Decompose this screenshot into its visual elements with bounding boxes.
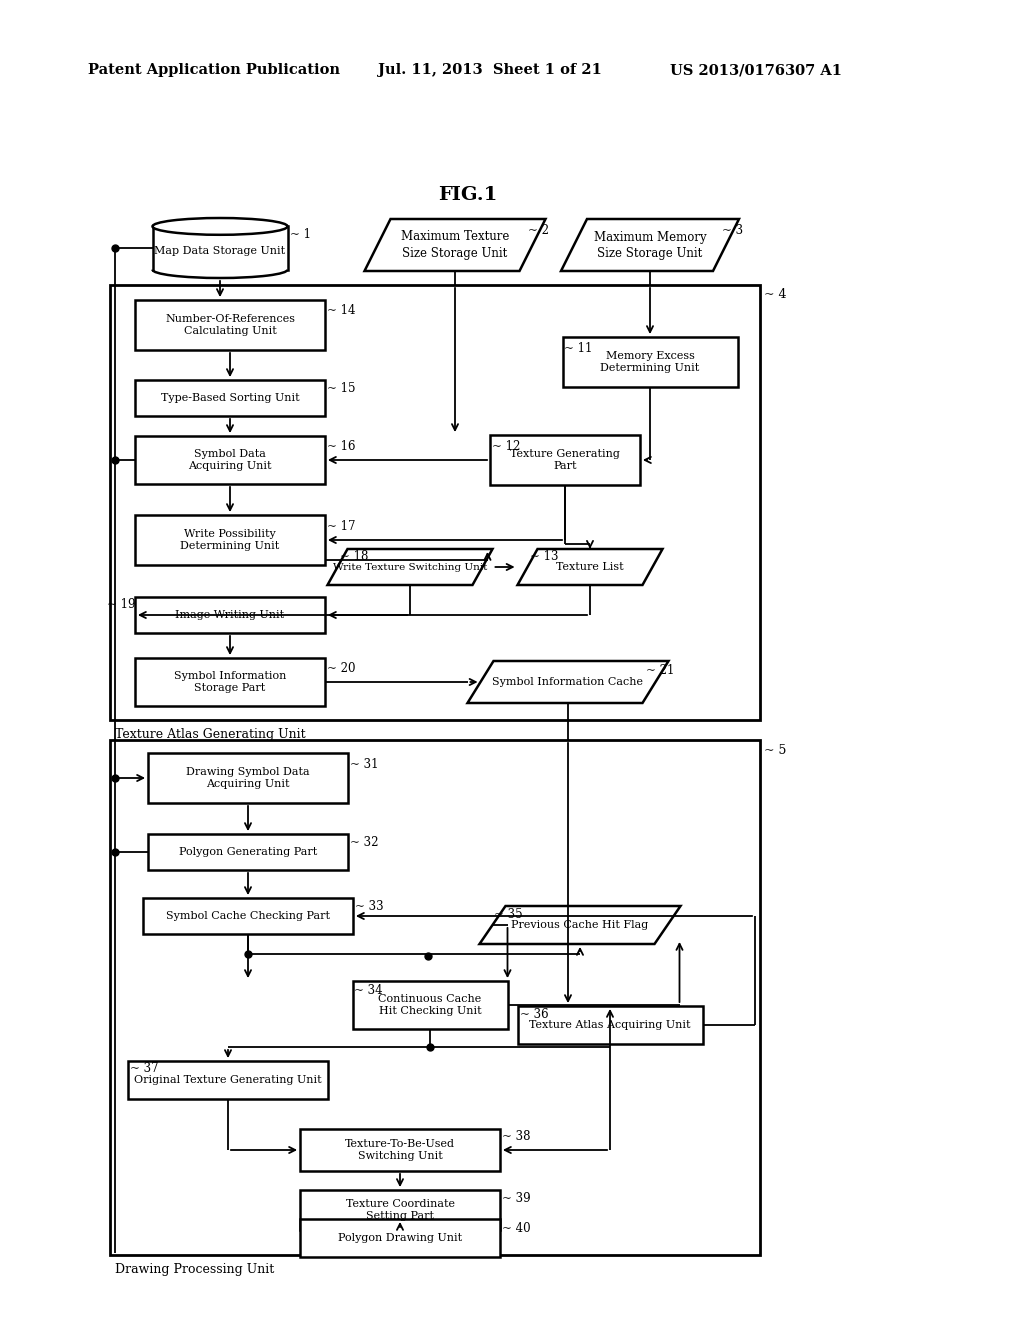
Text: Symbol Information Cache: Symbol Information Cache (493, 677, 643, 686)
Text: Texture Coordinate
Setting Part: Texture Coordinate Setting Part (345, 1199, 455, 1221)
Text: Drawing Processing Unit: Drawing Processing Unit (115, 1263, 274, 1276)
Text: Texture List: Texture List (556, 562, 624, 572)
Text: ~ 5: ~ 5 (764, 743, 786, 756)
Text: ~ 11: ~ 11 (564, 342, 593, 355)
Text: ~ 1: ~ 1 (290, 227, 310, 240)
Text: ~ 20: ~ 20 (327, 661, 355, 675)
Bar (490, 436, 640, 484)
Bar (148, 752, 348, 803)
Text: ~ 39: ~ 39 (502, 1192, 530, 1204)
Text: ~ 21: ~ 21 (645, 664, 674, 676)
Bar (153, 227, 288, 269)
Bar (135, 515, 325, 565)
Bar (562, 337, 737, 387)
Text: Symbol Cache Checking Part: Symbol Cache Checking Part (166, 911, 330, 921)
Text: US 2013/0176307 A1: US 2013/0176307 A1 (670, 63, 842, 77)
Text: Type-Based Sorting Unit: Type-Based Sorting Unit (161, 393, 299, 403)
Text: Map Data Storage Unit: Map Data Storage Unit (155, 246, 286, 256)
Polygon shape (479, 906, 681, 944)
Text: Polygon Drawing Unit: Polygon Drawing Unit (338, 1233, 462, 1243)
Bar (135, 657, 325, 706)
Bar (148, 834, 348, 870)
Polygon shape (365, 219, 546, 271)
Text: ~ 40: ~ 40 (502, 1221, 530, 1234)
Text: ~ 32: ~ 32 (350, 836, 379, 849)
Text: Polygon Generating Part: Polygon Generating Part (179, 847, 317, 857)
Text: Previous Cache Hit Flag: Previous Cache Hit Flag (511, 920, 648, 931)
Bar (143, 898, 353, 935)
Bar (110, 741, 760, 1255)
Text: Symbol Information
Storage Part: Symbol Information Storage Part (174, 671, 286, 693)
Text: Texture Atlas Generating Unit: Texture Atlas Generating Unit (115, 729, 305, 741)
Text: Original Texture Generating Unit: Original Texture Generating Unit (134, 1074, 322, 1085)
Text: Image Writing Unit: Image Writing Unit (175, 610, 285, 620)
Text: ~ 35: ~ 35 (495, 908, 523, 920)
Text: Write Possibility
Determining Unit: Write Possibility Determining Unit (180, 529, 280, 552)
Text: Patent Application Publication: Patent Application Publication (88, 63, 340, 77)
Text: ~ 4: ~ 4 (764, 289, 786, 301)
Text: Texture Atlas Acquiring Unit: Texture Atlas Acquiring Unit (529, 1020, 691, 1030)
Text: ~ 38: ~ 38 (502, 1130, 530, 1143)
Text: Drawing Symbol Data
Acquiring Unit: Drawing Symbol Data Acquiring Unit (186, 767, 310, 789)
Text: Symbol Data
Acquiring Unit: Symbol Data Acquiring Unit (188, 449, 271, 471)
Text: ~ 12: ~ 12 (492, 440, 520, 453)
Text: ~ 15: ~ 15 (327, 381, 355, 395)
Text: ~ 18: ~ 18 (340, 550, 368, 564)
Text: ~ 33: ~ 33 (355, 899, 384, 912)
Bar (352, 981, 508, 1030)
Text: Number-Of-References
Calculating Unit: Number-Of-References Calculating Unit (165, 314, 295, 337)
Text: Texture Generating
Part: Texture Generating Part (510, 449, 620, 471)
Bar (300, 1191, 500, 1230)
Text: Continuous Cache
Hit Checking Unit: Continuous Cache Hit Checking Unit (379, 994, 481, 1016)
Text: ~ 36: ~ 36 (519, 1007, 548, 1020)
Text: FIG.1: FIG.1 (438, 186, 498, 205)
Bar (135, 300, 325, 350)
Text: Maximum Texture
Size Storage Unit: Maximum Texture Size Storage Unit (400, 231, 509, 260)
Ellipse shape (153, 218, 288, 235)
Text: ~ 2: ~ 2 (528, 224, 550, 238)
Polygon shape (561, 219, 739, 271)
Text: Memory Excess
Determining Unit: Memory Excess Determining Unit (600, 351, 699, 374)
Bar (135, 380, 325, 416)
Polygon shape (517, 549, 663, 585)
Text: Write Texture Switching Unit: Write Texture Switching Unit (333, 562, 487, 572)
Text: Texture-To-Be-Used
Switching Unit: Texture-To-Be-Used Switching Unit (345, 1139, 455, 1162)
Polygon shape (468, 661, 669, 704)
Text: ~ 14: ~ 14 (327, 305, 355, 318)
Bar (135, 597, 325, 634)
Text: ~ 17: ~ 17 (327, 520, 355, 532)
Bar (300, 1218, 500, 1257)
Text: ~ 16: ~ 16 (327, 440, 355, 453)
Text: ~ 37: ~ 37 (130, 1063, 159, 1076)
Text: ~ 34: ~ 34 (354, 985, 383, 998)
Polygon shape (328, 549, 493, 585)
Text: Jul. 11, 2013  Sheet 1 of 21: Jul. 11, 2013 Sheet 1 of 21 (378, 63, 602, 77)
Bar (128, 1061, 328, 1100)
Text: ~ 19: ~ 19 (106, 598, 135, 611)
Bar (300, 1129, 500, 1171)
Text: ~ 3: ~ 3 (722, 224, 743, 238)
Bar (110, 285, 760, 719)
Text: Maximum Memory
Size Storage Unit: Maximum Memory Size Storage Unit (594, 231, 707, 260)
Text: ~ 31: ~ 31 (350, 758, 379, 771)
Bar (517, 1006, 702, 1044)
Text: ~ 13: ~ 13 (529, 550, 558, 564)
Bar (135, 436, 325, 484)
